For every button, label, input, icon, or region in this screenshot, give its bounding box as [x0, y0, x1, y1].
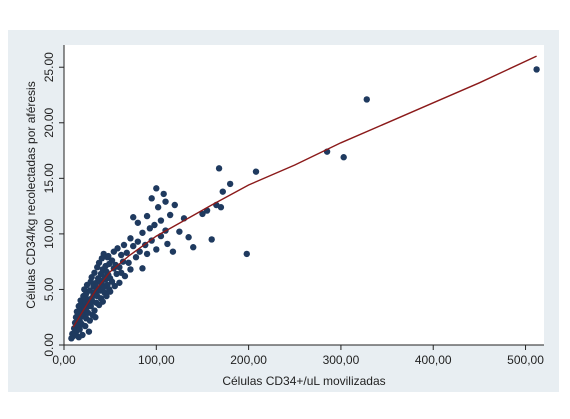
y-axis-ticks: 0.00 5.00 10.00 15.00 20.00 25.00: [42, 52, 64, 357]
y-tick-label: 25.00: [42, 52, 56, 82]
data-point: [118, 251, 125, 259]
data-point: [153, 185, 160, 192]
data-point: [171, 201, 178, 209]
x-tick-label: 500,00: [507, 353, 544, 367]
data-point: [217, 204, 225, 211]
data-point: [103, 292, 110, 300]
data-point: [127, 235, 134, 242]
data-point: [82, 322, 89, 330]
x-tick-label: 0,00: [52, 353, 76, 367]
x-axis-title: Células CD34+/uL movilizadas: [222, 374, 385, 388]
x-tick-label: 200,00: [230, 353, 267, 367]
data-point: [130, 242, 137, 250]
y-tick-label: 10.00: [42, 219, 56, 249]
y-tick-label: 5.00: [42, 277, 56, 301]
data-point: [134, 219, 142, 226]
data-point: [111, 282, 118, 290]
data-point: [148, 195, 155, 202]
data-point: [125, 259, 132, 266]
data-point: [208, 236, 215, 243]
data-point: [363, 96, 370, 103]
data-point: [151, 221, 158, 229]
data-point: [153, 246, 160, 253]
data-point: [76, 326, 83, 333]
data-point: [164, 240, 171, 248]
data-point: [123, 249, 130, 256]
data-point: [154, 204, 162, 211]
data-point: [340, 154, 347, 161]
y-tick-label: 20.00: [42, 107, 56, 137]
chart-frame: 0.00 5.00 10.00 15.00 20.00 25.00 0,00 100,00 2…: [8, 30, 559, 392]
data-point: [121, 272, 129, 280]
data-point: [169, 248, 177, 255]
data-point: [185, 234, 192, 241]
data-point: [243, 250, 250, 258]
data-point: [533, 66, 540, 73]
plot-area: [64, 45, 544, 345]
data-point: [146, 225, 154, 232]
data-point: [116, 279, 123, 286]
fit-line: [72, 55, 537, 328]
scatter-points: [68, 66, 540, 342]
data-point: [143, 250, 151, 258]
data-point: [219, 188, 226, 195]
data-point: [143, 212, 151, 220]
data-point: [127, 266, 134, 273]
data-point: [79, 331, 86, 339]
data-point: [134, 238, 142, 245]
data-point: [199, 210, 206, 218]
data-point: [106, 288, 114, 295]
x-tick-label: 100,00: [138, 353, 175, 367]
data-point: [160, 190, 167, 198]
data-point: [176, 228, 183, 235]
x-tick-label: 300,00: [323, 353, 360, 367]
data-point: [130, 214, 137, 221]
data-point: [139, 265, 146, 272]
data-point: [166, 211, 174, 219]
data-point: [105, 252, 112, 260]
scatter-chart: 0.00 5.00 10.00 15.00 20.00 25.00 0,00 100,00 2…: [24, 45, 544, 388]
y-tick-label: 0.00: [42, 333, 56, 357]
y-axis-title: Células CD34/kg recolectadas por aféresi…: [24, 81, 38, 308]
data-point: [91, 307, 98, 314]
data-point: [108, 257, 116, 264]
data-point: [91, 269, 98, 276]
y-tick-label: 15.00: [42, 163, 56, 193]
x-tick-label: 400,00: [415, 353, 452, 367]
data-point: [215, 165, 223, 172]
data-point: [120, 241, 128, 249]
x-axis-ticks: 0,00 100,00 200,00 300,00 400,00 500,00: [52, 345, 544, 367]
data-point: [92, 314, 99, 321]
data-point: [252, 168, 260, 175]
data-point: [190, 244, 197, 251]
data-point: [85, 328, 93, 335]
data-point: [99, 298, 106, 305]
data-point: [162, 198, 169, 205]
data-point: [86, 317, 94, 324]
data-point: [132, 254, 140, 261]
data-point: [86, 287, 94, 294]
data-point: [226, 180, 234, 188]
data-point: [157, 217, 165, 224]
data-point: [114, 245, 121, 252]
data-point: [139, 229, 146, 236]
